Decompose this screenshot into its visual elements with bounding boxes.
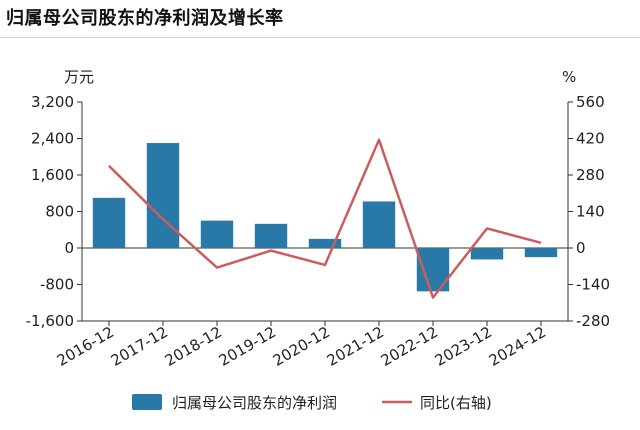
legend-line-label: 同比(右轴) [420,394,492,412]
right-tick-label: 420 [576,130,605,148]
left-axis-unit: 万元 [64,68,94,86]
x-tick-label: 2021-12 [324,323,387,370]
growth-line [108,138,542,299]
x-tick-label: 2018-12 [162,323,225,370]
x-tick-label: 2020-12 [270,323,333,370]
chart-title: 归属母公司股东的净利润及增长率 [6,8,284,29]
left-tick-label: 2,400 [31,130,74,148]
right-axis-unit: % [562,68,576,86]
bar [470,248,504,260]
bar [92,197,126,248]
bar [254,223,288,248]
bar [146,143,180,248]
right-tick-label: 0 [576,239,586,257]
legend-bar-swatch [132,394,162,410]
x-tick-label: 2017-12 [108,323,171,370]
left-tick-label: 0 [64,239,74,257]
left-tick-label: -800 [40,276,74,294]
right-tick-label: -280 [576,312,610,330]
left-tick-label: 1,600 [31,166,74,184]
bar [524,248,558,258]
right-tick-label: -140 [576,276,610,294]
x-tick-label: 2022-12 [378,323,441,370]
left-tick-label: -1,600 [26,312,74,330]
bar [200,220,234,248]
right-tick-label: 560 [576,93,605,111]
left-tick-label: 3,200 [31,93,74,111]
right-tick-label: 140 [576,203,605,221]
bar [308,238,342,248]
x-tick-label: 2023-12 [432,323,495,370]
x-tick-label: 2024-12 [486,323,549,370]
right-tick-label: 280 [576,166,605,184]
x-tick-label: 2019-12 [216,323,279,370]
left-tick-label: 800 [45,203,74,221]
bar [362,201,396,248]
title-divider [0,37,640,38]
legend-bar-label: 归属母公司股东的净利润 [172,394,337,412]
